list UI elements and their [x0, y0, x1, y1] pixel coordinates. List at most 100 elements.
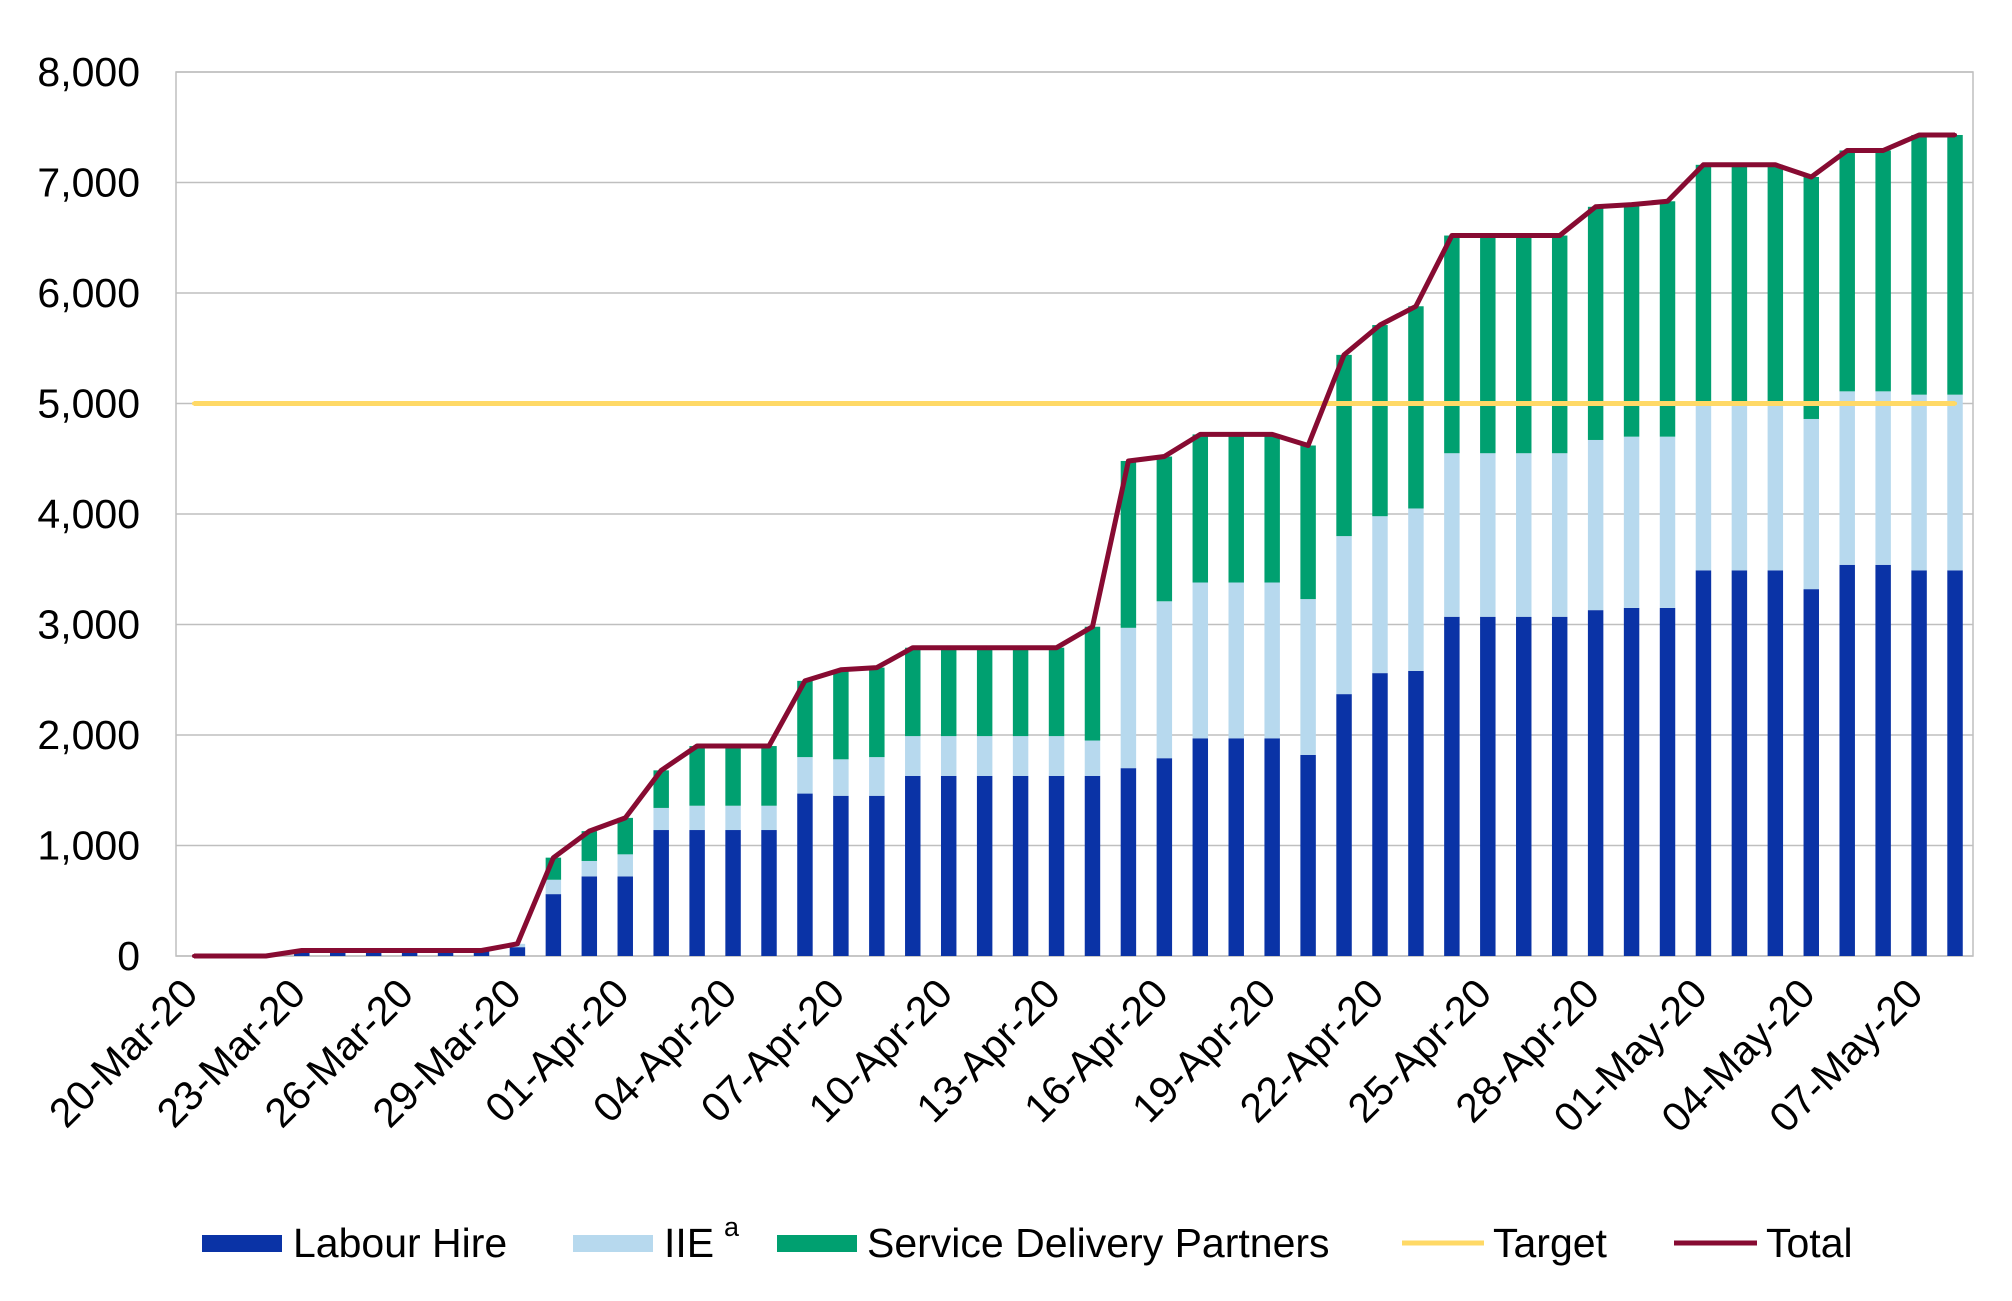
bar-labour-hire	[1372, 673, 1388, 956]
legend-swatch-iie	[573, 1235, 653, 1252]
legend-label-labour-hire: Labour Hire	[293, 1220, 507, 1266]
bar-service-delivery-partners	[797, 680, 813, 758]
bar-labour-hire	[473, 950, 490, 956]
target-point	[1018, 401, 1023, 406]
total-point	[515, 941, 520, 946]
total-point	[1342, 352, 1347, 357]
bar-iie	[905, 736, 921, 776]
bar-iie	[1587, 439, 1604, 611]
bar-iie	[1659, 436, 1676, 608]
total-point	[263, 954, 268, 958]
target-point	[1234, 401, 1239, 406]
target-point	[407, 401, 412, 406]
bar-labour-hire	[1444, 616, 1460, 956]
bar-service-delivery-partners	[1444, 235, 1460, 454]
target-point	[982, 401, 987, 406]
y-tick-label: 2,000	[37, 712, 140, 758]
total-point	[1593, 204, 1598, 209]
bar-service-delivery-partners	[689, 746, 705, 806]
bar-labour-hire	[1264, 738, 1280, 956]
bar-iie	[653, 807, 669, 831]
bar-iie	[940, 736, 957, 776]
bar-iie	[1336, 536, 1352, 695]
bar-labour-hire	[761, 830, 777, 956]
y-tick-label: 1,000	[37, 823, 140, 869]
target-point	[1557, 401, 1562, 406]
bar-service-delivery-partners	[976, 647, 993, 737]
target-point	[515, 401, 520, 406]
target-point	[227, 401, 232, 406]
bar-labour-hire	[1947, 570, 1963, 956]
bar-labour-hire	[1408, 670, 1424, 956]
total-point	[802, 678, 807, 683]
total-point	[1126, 458, 1131, 463]
bar-service-delivery-partners	[1012, 647, 1029, 737]
bar-service-delivery-partners	[1623, 204, 1640, 437]
bar-iie	[725, 805, 741, 831]
bar-labour-hire	[1803, 589, 1819, 956]
total-point	[1449, 233, 1454, 238]
legend-swatch-service-delivery-partners	[777, 1235, 857, 1252]
legend: Labour Hire IIE a Service Delivery Partn…	[202, 1212, 1853, 1266]
bar-iie	[1120, 627, 1137, 769]
target-point	[1270, 401, 1275, 406]
bar-labour-hire	[1695, 570, 1712, 956]
target-point	[1521, 401, 1526, 406]
bar-iie	[1012, 736, 1029, 776]
target-point	[1593, 401, 1598, 406]
total-point	[1413, 304, 1418, 309]
target-point	[1845, 401, 1850, 406]
bar-service-delivery-partners	[1228, 434, 1244, 583]
bar-service-delivery-partners	[1875, 150, 1891, 392]
target-point	[1054, 401, 1059, 406]
bar-service-delivery-partners	[1372, 325, 1388, 517]
target-point	[1413, 401, 1418, 406]
bar-service-delivery-partners	[833, 669, 849, 760]
bar-iie	[1192, 582, 1209, 739]
bar-labour-hire	[1587, 610, 1604, 956]
bar-labour-hire	[725, 830, 741, 956]
target-point	[1377, 401, 1382, 406]
target-point	[1449, 401, 1454, 406]
total-point	[1306, 443, 1311, 448]
bar-service-delivery-partners	[1839, 150, 1855, 392]
total-point	[1773, 162, 1778, 167]
target-point	[767, 401, 772, 406]
total-point	[443, 948, 448, 953]
total-point	[335, 948, 340, 953]
bar-iie	[689, 805, 705, 831]
bar-iie	[1695, 402, 1712, 571]
bar-labour-hire	[653, 830, 669, 956]
total-point	[910, 645, 915, 650]
target-point	[1629, 401, 1634, 406]
total-point	[874, 665, 879, 670]
bar-labour-hire	[1048, 775, 1065, 956]
x-axis: 20-Mar-2023-Mar-2026-Mar-2029-Mar-2001-A…	[40, 970, 1931, 1141]
total-point	[1809, 174, 1814, 179]
target-point	[874, 401, 879, 406]
bar-iie	[797, 757, 813, 794]
bar-iie	[1372, 516, 1388, 674]
target-point	[551, 401, 556, 406]
target-point	[191, 401, 196, 406]
bar-labour-hire	[1875, 564, 1891, 956]
bar-labour-hire	[1767, 570, 1784, 956]
bar-iie	[1731, 402, 1748, 571]
bar-labour-hire	[1012, 775, 1029, 956]
bar-iie	[1767, 402, 1784, 571]
target-point	[1701, 401, 1706, 406]
total-point	[623, 815, 628, 820]
bar-segments	[294, 134, 1963, 956]
target-point	[1881, 401, 1886, 406]
bar-service-delivery-partners	[1408, 306, 1424, 509]
bar-service-delivery-partners	[1767, 164, 1784, 403]
total-point	[1953, 132, 1958, 137]
bar-iie	[1803, 418, 1819, 590]
total-point	[1845, 148, 1850, 153]
total-point	[838, 667, 843, 672]
bar-iie	[1264, 582, 1280, 739]
legend-item-target: Target	[1402, 1220, 1608, 1266]
total-point	[1737, 162, 1742, 167]
target-point	[263, 401, 268, 406]
legend-label-service-delivery-partners: Service Delivery Partners	[867, 1220, 1330, 1266]
